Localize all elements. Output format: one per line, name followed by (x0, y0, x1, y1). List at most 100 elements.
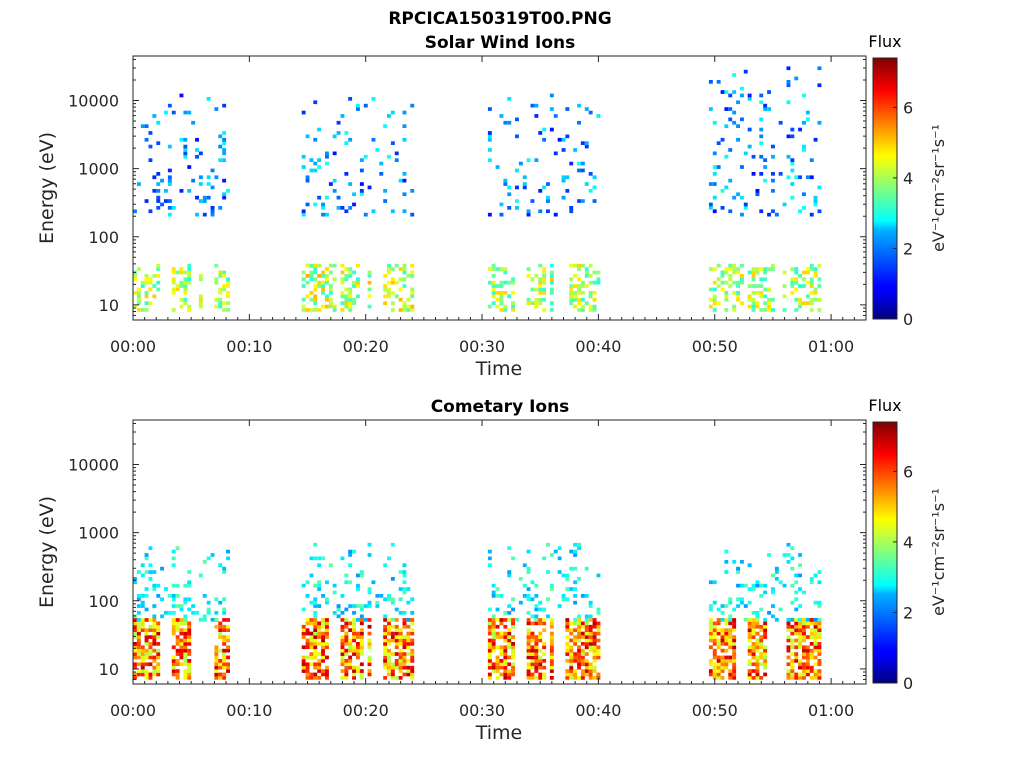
heatmap-cell (817, 277, 822, 282)
heatmap-cells (133, 66, 822, 312)
heatmap-cell (724, 662, 729, 667)
heatmap-cell (596, 672, 601, 677)
heatmap-cell (183, 655, 188, 660)
heatmap-cell (798, 617, 802, 622)
heatmap-cell (526, 209, 531, 214)
heatmap-cell (383, 189, 388, 193)
heatmap-cell (798, 624, 802, 629)
heatmap-cell (187, 110, 192, 115)
heatmap-cell (144, 277, 149, 282)
heatmap-cell (534, 638, 539, 643)
heatmap-cell (712, 631, 717, 636)
heatmap-cell (171, 655, 176, 660)
heatmap-cell (363, 154, 368, 159)
heatmap-cell (325, 665, 329, 670)
heatmap-cell (720, 665, 725, 670)
heatmap-cell (152, 631, 157, 636)
heatmap-cell (222, 642, 227, 646)
heatmap-cell (580, 161, 585, 166)
heatmap-cell (222, 270, 227, 275)
heatmap-cell (309, 645, 314, 650)
heatmap-cell (743, 202, 748, 207)
heatmap-cell (198, 274, 203, 278)
heatmap-cell (503, 676, 508, 680)
heatmap-cell (511, 556, 515, 561)
heatmap-cell (786, 621, 791, 626)
heatmap-cell (226, 549, 230, 554)
heatmap-cell (398, 676, 403, 680)
heatmap-cell (328, 270, 333, 275)
heatmap-cell (202, 560, 207, 564)
heatmap-cell (553, 549, 558, 554)
heatmap-cell (348, 297, 353, 302)
heatmap-cell (549, 659, 554, 663)
heatmap-cell (809, 175, 814, 180)
heatmap-cell (511, 304, 515, 309)
heatmap-cell (774, 617, 779, 622)
heatmap-cell (786, 175, 791, 180)
heatmap-cell (487, 134, 492, 139)
heatmap-cell (136, 182, 141, 186)
heatmap-cell (313, 648, 318, 653)
heatmap-cell (410, 672, 415, 677)
heatmap-cell (798, 304, 802, 309)
heatmap-cell (790, 628, 795, 632)
heatmap-cell (732, 291, 737, 295)
heatmap-cell (152, 604, 157, 608)
heatmap-cell (313, 635, 318, 639)
heatmap-cell (317, 676, 322, 680)
heatmap-cell (743, 583, 748, 588)
heatmap-cell (782, 270, 787, 275)
heatmap-cell (759, 635, 764, 639)
heatmap-cell (786, 638, 791, 643)
heatmap-cell (526, 628, 531, 632)
heatmap-cell (387, 294, 391, 299)
heatmap-cell (724, 270, 729, 275)
heatmap-cell (144, 570, 149, 574)
heatmap-cell (732, 73, 737, 77)
heatmap-cell (383, 655, 388, 660)
heatmap-cell (390, 542, 395, 547)
heatmap-cell (198, 294, 203, 299)
x-tick-label: 00:10 (226, 701, 272, 720)
heatmap-cell (187, 665, 192, 670)
heatmap-cell (596, 628, 601, 632)
heatmap-cell (148, 652, 153, 656)
heatmap-cell (383, 624, 388, 629)
heatmap-cell (802, 669, 806, 673)
heatmap-cell (790, 631, 795, 636)
heatmap-cell (499, 659, 504, 663)
heatmap-cell (747, 631, 752, 636)
heatmap-cell (538, 291, 543, 295)
heatmap-cell (305, 638, 310, 643)
heatmap-cell (140, 672, 145, 677)
heatmap-cell (202, 195, 207, 200)
heatmap-cell (348, 274, 353, 278)
heatmap-cell (534, 648, 539, 653)
heatmap-cell (406, 669, 411, 673)
heatmap-cell (148, 662, 153, 667)
heatmap-cell (809, 628, 814, 632)
heatmap-cell (491, 618, 496, 622)
heatmap-cell (359, 631, 364, 636)
heatmap-cell (367, 645, 372, 650)
heatmap-cell (387, 669, 391, 673)
heatmap-cell (542, 297, 547, 302)
heatmap-cell (214, 659, 219, 663)
heatmap-cell (356, 645, 360, 650)
heatmap-cell (716, 618, 721, 622)
heatmap-cell (144, 553, 149, 557)
heatmap-cell (538, 659, 543, 663)
heatmap-cell (367, 672, 372, 677)
heatmap-cell (817, 648, 822, 653)
heatmap-cell (136, 597, 141, 602)
heatmap-cell (584, 631, 589, 636)
heatmap-cell (325, 267, 329, 271)
heatmap-cell (573, 621, 578, 626)
colorbar-title: Flux (868, 396, 901, 415)
heatmap-cell (317, 563, 322, 568)
heatmap-cell (538, 672, 543, 677)
heatmap-cell (305, 618, 310, 622)
heatmap-cell (573, 655, 578, 660)
heatmap-cell (771, 604, 775, 608)
